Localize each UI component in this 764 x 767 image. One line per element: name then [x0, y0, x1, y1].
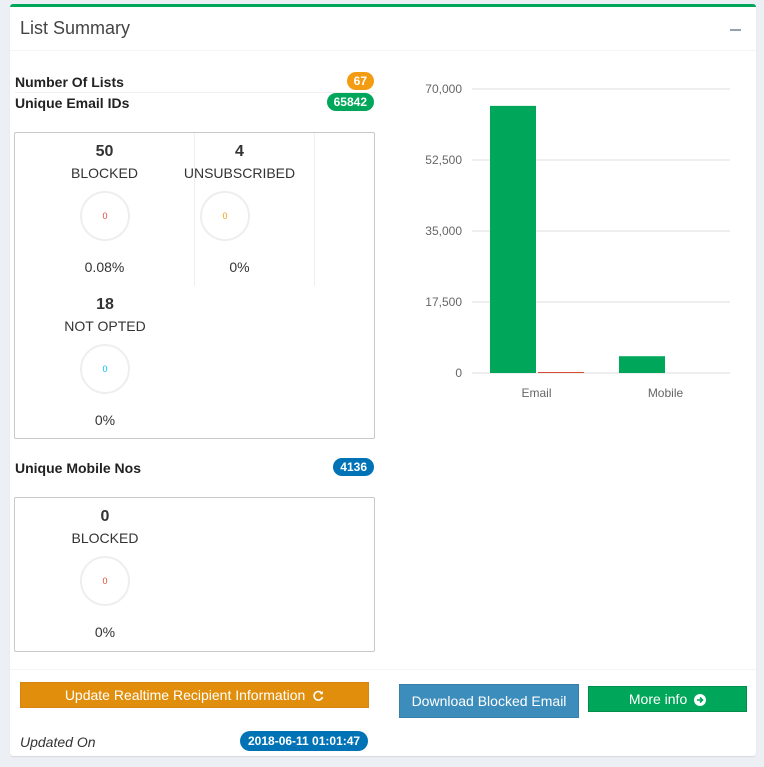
stat-blocked-mobile: 0 BLOCKED 0 0% [15, 498, 195, 651]
box-footer: Update Realtime Recipient Information Do… [10, 669, 756, 759]
stat-blocked-email: 50 BLOCKED 0 0.08% [15, 133, 195, 286]
arrow-circle-right-icon [694, 694, 707, 707]
updated-on-badge: 2018-06-11 01:01:47 [240, 731, 369, 751]
x-tick-label: Email [521, 386, 551, 400]
divider [15, 92, 375, 93]
stat-percent: 0% [94, 624, 116, 640]
stat-name: BLOCKED [71, 165, 138, 181]
mobile-stats-panel: 0 BLOCKED 0 0% [14, 497, 375, 652]
bar [619, 356, 665, 373]
progress-ring: 0 [200, 191, 250, 241]
stat-name: BLOCKED [71, 530, 139, 546]
stat-count: 50 [95, 143, 114, 160]
y-tick-label: 35,000 [425, 224, 462, 238]
stat-unsubscribed: 4 UNSUBSCRIBED 0 0% [165, 133, 315, 286]
more-info-button[interactable]: More info [588, 686, 747, 712]
bar [490, 105, 536, 373]
box-title: List Summary [20, 18, 131, 38]
stat-percent: 0% [94, 412, 116, 428]
y-tick-label: 70,000 [425, 82, 462, 96]
stat-count: 4 [235, 143, 244, 160]
minus-icon[interactable] [728, 16, 744, 38]
stat-name: UNSUBSCRIBED [183, 165, 296, 181]
ring-value: 0 [102, 211, 108, 221]
number-of-lists-badge: 67 [346, 72, 374, 90]
bar [538, 372, 584, 373]
y-tick-label: 17,500 [425, 295, 462, 309]
ring-value: 0 [102, 364, 108, 374]
progress-ring: 0 [80, 191, 130, 241]
stat-count: 0 [100, 508, 110, 525]
unique-email-label: Unique Email IDs [15, 95, 130, 111]
progress-ring: 0 [80, 556, 130, 606]
stat-percent: 0% [229, 259, 250, 275]
update-recipient-button[interactable]: Update Realtime Recipient Information [20, 682, 369, 708]
download-blocked-email-button[interactable]: Download Blocked Email [399, 684, 579, 718]
ring-value: 0 [102, 576, 108, 586]
updated-on-label: Updated On [20, 734, 96, 750]
box-header: List Summary [10, 7, 756, 51]
update-button-label: Update Realtime Recipient Information [64, 687, 306, 703]
list-summary-box: List Summary Number Of Lists 67 Unique E… [10, 4, 756, 756]
list-bar-chart: 0 17,500 35,000 52,500 70,000 Email Mobile [425, 82, 730, 400]
unique-mobile-badge: 4136 [333, 458, 374, 476]
x-tick-label: Mobile [648, 386, 684, 400]
y-tick-label: 0 [455, 366, 462, 380]
email-stats-panel: 50 BLOCKED 0 0.08% 4 UNSUBSCRIBED 0 0% 1… [14, 132, 375, 439]
number-of-lists-label: Number Of Lists [15, 74, 124, 90]
download-button-label: Download Blocked Email [411, 693, 567, 709]
more-info-label: More info [628, 691, 688, 707]
stat-name: NOT OPTED [64, 318, 146, 334]
stat-count: 18 [96, 296, 114, 313]
ring-value: 0 [222, 211, 228, 221]
refresh-icon [313, 691, 324, 702]
progress-ring: 0 [80, 344, 130, 394]
y-tick-label: 52,500 [425, 153, 462, 167]
unique-mobile-label: Unique Mobile Nos [15, 460, 141, 476]
unique-email-badge: 65842 [326, 93, 374, 111]
stat-not-opted: 18 NOT OPTED 0 0% [15, 286, 195, 439]
stat-percent: 0.08% [84, 259, 125, 275]
